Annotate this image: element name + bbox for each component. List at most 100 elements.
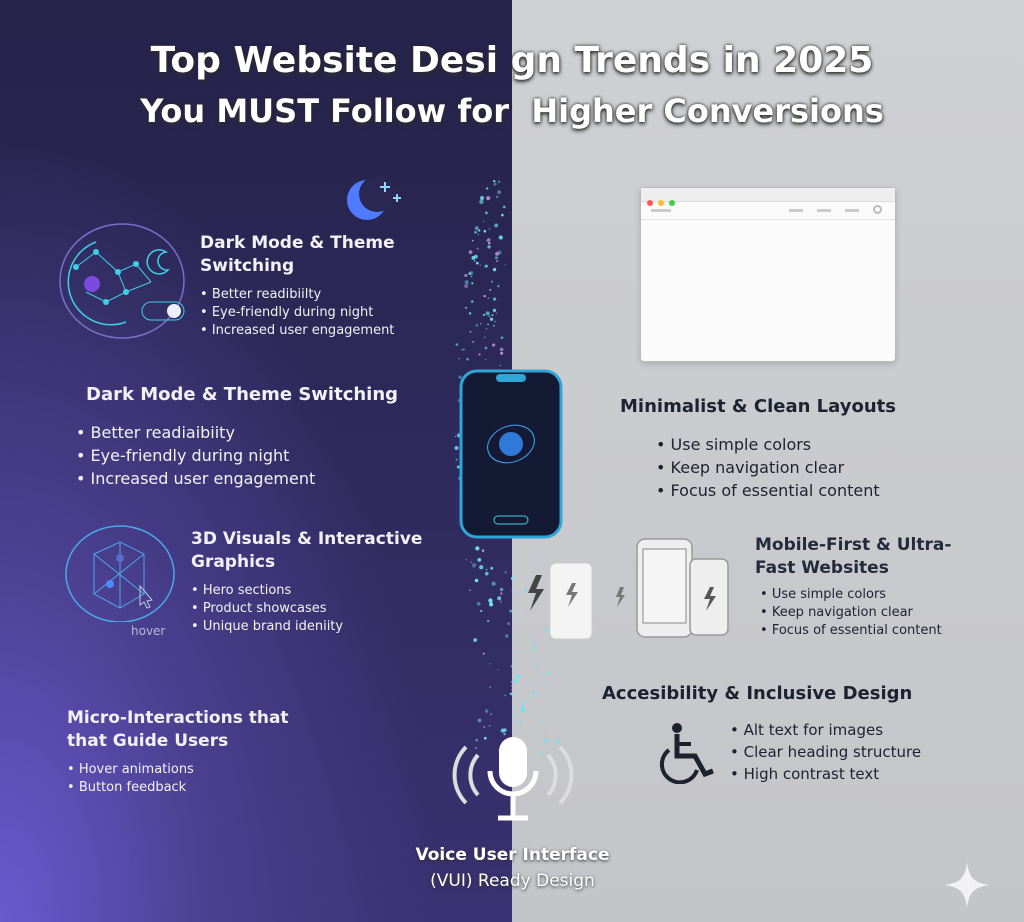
list-item: Alt text for images bbox=[730, 719, 962, 741]
list-item: Keep navigation clear bbox=[760, 604, 975, 622]
particle bbox=[455, 343, 459, 346]
particle bbox=[507, 622, 511, 625]
list-item: Focus of essential content bbox=[760, 622, 975, 640]
particle bbox=[486, 238, 491, 242]
particle bbox=[480, 609, 483, 612]
particle bbox=[497, 190, 502, 195]
browser-title-bar bbox=[641, 188, 895, 206]
particle bbox=[544, 738, 549, 743]
microphone-icon bbox=[452, 737, 574, 821]
3d-visuals-section: 3D Visuals & Interactive Graphics Hero s… bbox=[191, 528, 431, 636]
particle bbox=[478, 353, 481, 356]
particle bbox=[533, 662, 538, 667]
wheelchair-icon bbox=[659, 723, 714, 784]
particle bbox=[524, 586, 527, 588]
list-item: Button feedback bbox=[67, 779, 297, 797]
particle bbox=[461, 349, 464, 351]
particle bbox=[494, 223, 499, 228]
particle bbox=[464, 273, 468, 278]
particle bbox=[487, 245, 491, 249]
particle bbox=[481, 549, 485, 552]
particle bbox=[488, 315, 491, 318]
particle bbox=[454, 445, 459, 450]
section-heading: Dark Mode & Theme Switching bbox=[86, 384, 399, 405]
particle bbox=[492, 324, 495, 327]
particle bbox=[485, 211, 488, 215]
particle bbox=[494, 256, 498, 260]
section-heading: Mobile-First & Ultra-Fast Websites bbox=[755, 535, 952, 578]
particle bbox=[483, 229, 487, 233]
particle bbox=[479, 199, 484, 204]
particle bbox=[539, 750, 545, 755]
hover-label: hover bbox=[131, 624, 166, 638]
particle bbox=[505, 634, 509, 638]
particle bbox=[525, 609, 528, 612]
particle bbox=[533, 753, 535, 756]
particle bbox=[476, 227, 479, 229]
particle bbox=[491, 581, 496, 586]
particle bbox=[469, 330, 472, 333]
particle bbox=[483, 294, 486, 298]
3d-cube-cursor-icon bbox=[65, 525, 175, 622]
particle bbox=[474, 578, 479, 583]
particle bbox=[471, 563, 477, 568]
particle bbox=[490, 713, 492, 715]
particle bbox=[555, 739, 560, 744]
particle bbox=[472, 340, 475, 343]
list-item: Eye-friendly during night bbox=[200, 304, 420, 322]
particle bbox=[499, 364, 502, 367]
particle bbox=[497, 180, 501, 183]
sparkle-icon bbox=[944, 862, 990, 908]
particle bbox=[477, 229, 481, 232]
particle bbox=[477, 718, 482, 723]
particle bbox=[531, 695, 534, 698]
constellation-moon-icon bbox=[59, 223, 185, 339]
particle bbox=[492, 297, 497, 301]
list-item: Use simple colors bbox=[760, 586, 975, 604]
particle bbox=[513, 679, 518, 684]
list-item: Better readibiilty bbox=[200, 286, 420, 304]
particle bbox=[489, 317, 494, 321]
particle bbox=[504, 571, 507, 574]
particle bbox=[487, 297, 490, 299]
particle bbox=[477, 557, 482, 562]
particle bbox=[535, 670, 539, 674]
particle bbox=[520, 708, 526, 713]
particle bbox=[504, 694, 507, 697]
particle bbox=[474, 226, 479, 231]
particle bbox=[484, 346, 488, 350]
particle bbox=[477, 233, 479, 236]
particle bbox=[489, 686, 491, 688]
particle bbox=[470, 561, 472, 563]
list-item: Better readiaibiity bbox=[76, 421, 416, 444]
list-item: Use simple colors bbox=[656, 433, 960, 456]
particle bbox=[529, 746, 532, 749]
mobile-devices-lightning-icon bbox=[528, 538, 729, 640]
particle bbox=[476, 247, 479, 250]
particle bbox=[514, 548, 517, 551]
particle bbox=[491, 313, 494, 317]
micro-interactions-section: Micro-Interactions that that Guide Users… bbox=[67, 707, 297, 797]
section-heading-line-1: Voice User Interface bbox=[415, 845, 610, 865]
particle bbox=[541, 677, 543, 680]
particle bbox=[502, 205, 506, 209]
section-heading: Minimalist & Clean Layouts bbox=[620, 396, 896, 417]
particle bbox=[468, 272, 472, 276]
particle bbox=[532, 571, 534, 574]
particle bbox=[485, 328, 488, 330]
particle bbox=[479, 195, 485, 201]
particle bbox=[456, 465, 460, 469]
particle bbox=[514, 592, 517, 595]
section-heading: Dark Mode & Theme Switching bbox=[200, 233, 395, 276]
particle bbox=[482, 652, 485, 655]
particle bbox=[479, 323, 482, 325]
particle bbox=[487, 323, 490, 326]
particle bbox=[546, 671, 550, 676]
particle bbox=[485, 264, 488, 267]
particle bbox=[473, 638, 478, 642]
particle bbox=[475, 747, 477, 749]
particle bbox=[544, 727, 548, 730]
particle bbox=[469, 271, 474, 275]
particle bbox=[509, 692, 513, 696]
particle bbox=[520, 704, 525, 709]
